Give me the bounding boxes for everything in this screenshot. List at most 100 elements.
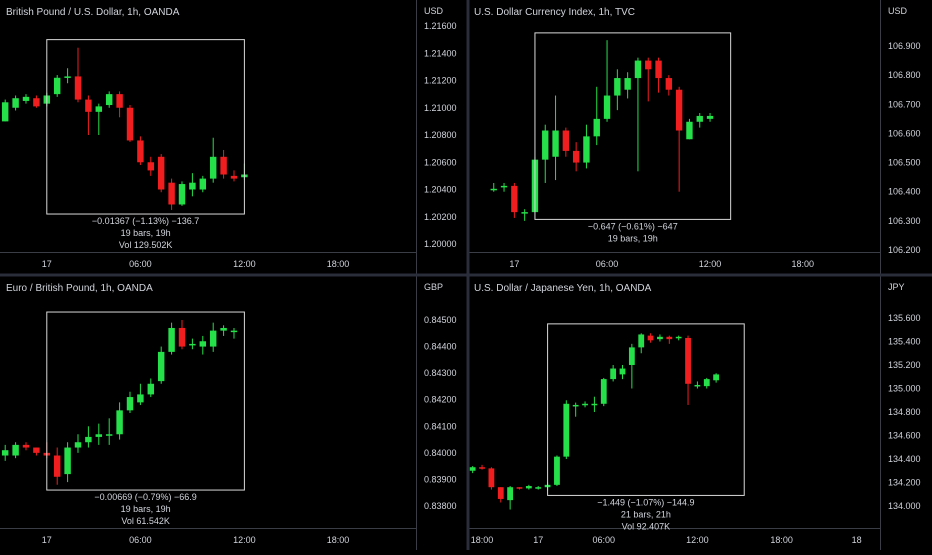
- chart-pane-3: Euro / British Pound, 1h, OANDA GBP 0.8450…: [0, 276, 457, 550]
- y-tick-label: 106.400: [888, 187, 921, 197]
- candle-body: [95, 106, 103, 112]
- y-tick-label: 0.83800: [424, 501, 457, 511]
- candle-body: [694, 384, 701, 387]
- candle: [562, 127, 570, 157]
- currency-label: JPY: [888, 282, 905, 292]
- candle-body: [189, 182, 196, 190]
- candle-body: [12, 98, 19, 108]
- measure-box: [46, 39, 245, 215]
- candle-body: [706, 115, 714, 119]
- x-tick-label: 06:00: [596, 259, 619, 269]
- y-tick-label: 106.900: [888, 41, 921, 51]
- candle: [703, 377, 710, 389]
- candle: [189, 173, 196, 197]
- candle: [647, 333, 654, 343]
- candle: [511, 182, 518, 218]
- candle-body: [583, 136, 590, 163]
- candle: [157, 154, 165, 193]
- candle: [157, 346, 165, 384]
- candle-body: [619, 368, 626, 375]
- candle-body: [655, 60, 662, 79]
- x-tick-label: 17: [42, 535, 52, 545]
- y-tick-label: 1.21000: [424, 103, 457, 113]
- candle-body: [220, 327, 227, 331]
- y-tick-label: 106.700: [888, 99, 921, 109]
- candle-body: [230, 330, 238, 333]
- candle: [1, 444, 9, 461]
- candle: [521, 209, 528, 221]
- chart-pane-4: U.S. Dollar / Japanese Yen, 1h, OANDA JPY…: [468, 276, 921, 550]
- candle: [178, 181, 186, 206]
- candle: [563, 400, 570, 459]
- x-tick-label: 17: [42, 259, 52, 269]
- y-tick-label: 134.000: [888, 501, 921, 511]
- y-tick-label: 0.84100: [424, 421, 457, 431]
- candle-body: [137, 394, 144, 403]
- candle: [64, 68, 71, 84]
- candle: [168, 178, 175, 210]
- candle: [665, 75, 673, 96]
- x-tick-label: 17: [533, 535, 543, 545]
- currency-label: USD: [424, 6, 444, 16]
- candle: [74, 47, 82, 103]
- y-tick-label: 106.800: [888, 70, 921, 80]
- measure-label: −0.00669 (−0.79%) −66.9: [94, 492, 196, 502]
- candle: [168, 322, 175, 355]
- candle: [33, 95, 40, 108]
- candle: [12, 95, 19, 111]
- chart-title: British Pound / U.S. Dollar, 1h, OANDA: [6, 7, 180, 18]
- candle-body: [582, 403, 588, 406]
- candle-body: [168, 327, 175, 352]
- x-tick-label: 06:00: [593, 535, 616, 545]
- candle: [230, 170, 238, 182]
- measure-label: 19 bars, 19h: [121, 504, 171, 514]
- chart-title: U.S. Dollar / Japanese Yen, 1h, OANDA: [474, 283, 652, 294]
- candle-body: [511, 185, 518, 213]
- candle-body: [33, 98, 40, 107]
- y-tick-label: 135.000: [888, 384, 921, 394]
- candle-body: [521, 212, 528, 214]
- candle-body: [572, 150, 580, 163]
- x-tick-label: 18:00: [791, 259, 814, 269]
- measure-label: 19 bars, 19h: [608, 233, 658, 243]
- candle-body: [634, 60, 642, 79]
- candle-body: [562, 130, 570, 151]
- candle: [610, 365, 617, 382]
- y-tick-label: 1.21400: [424, 48, 457, 58]
- measure-label: Vol 92.407K: [622, 521, 671, 531]
- candle-body: [168, 182, 175, 205]
- candle-body: [614, 78, 621, 96]
- candle-body: [33, 447, 40, 453]
- candle: [126, 105, 134, 142]
- candle-body: [178, 184, 186, 205]
- x-tick-label: 12:00: [699, 259, 722, 269]
- candle-body: [500, 185, 508, 188]
- candle: [675, 86, 683, 192]
- candle-body: [116, 410, 123, 435]
- candle-body: [696, 115, 703, 122]
- candle: [33, 447, 40, 456]
- y-tick-label: 134.800: [888, 407, 921, 417]
- candle-body: [178, 327, 186, 347]
- y-tick-label: 0.84400: [424, 342, 457, 352]
- chart-title: Euro / British Pound, 1h, OANDA: [6, 283, 153, 294]
- candle-body: [593, 118, 600, 137]
- candle: [189, 338, 196, 350]
- candle: [488, 467, 495, 490]
- candle: [655, 57, 662, 93]
- x-tick-label: 06:00: [129, 259, 152, 269]
- candle: [591, 396, 598, 412]
- candle-body: [105, 434, 113, 436]
- candle-body: [22, 444, 30, 448]
- candle: [85, 426, 92, 448]
- y-tick-label: 0.83900: [424, 474, 457, 484]
- candle: [220, 149, 227, 179]
- candle: [178, 320, 186, 350]
- candle-body: [666, 336, 673, 340]
- candle: [706, 113, 714, 122]
- y-tick-label: 135.600: [888, 313, 921, 323]
- candle-body: [685, 337, 691, 384]
- chart-pane-1: British Pound / U.S. Dollar, 1h, OANDA US…: [0, 0, 457, 274]
- candle: [209, 137, 217, 183]
- candle-body: [603, 95, 611, 119]
